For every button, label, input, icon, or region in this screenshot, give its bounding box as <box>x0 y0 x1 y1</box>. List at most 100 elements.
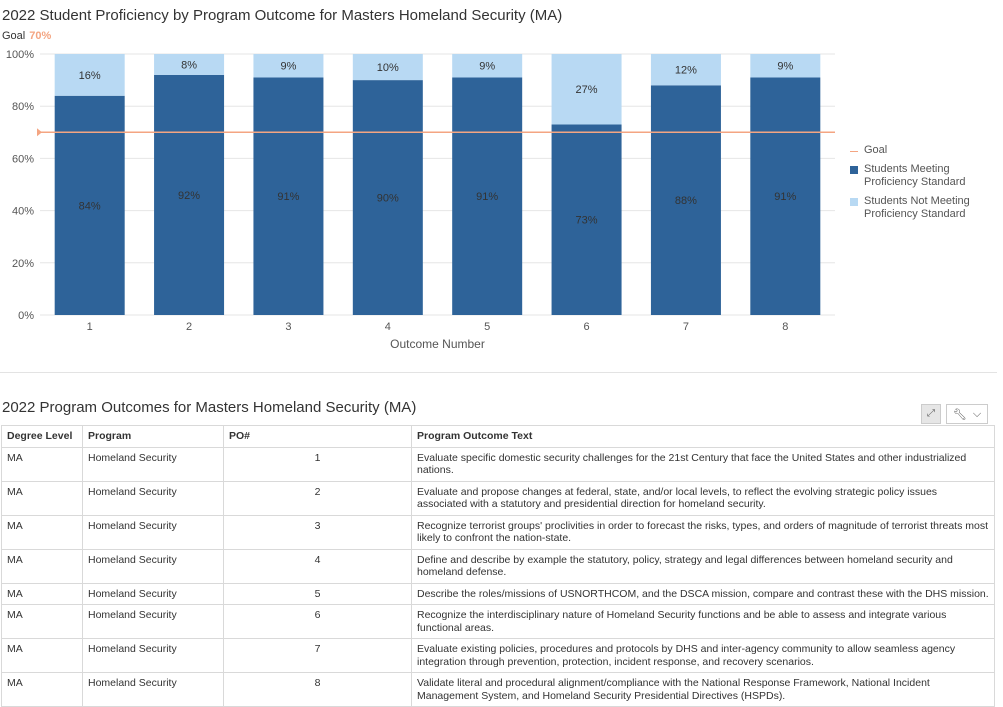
cell-po-number: 1 <box>223 446 412 482</box>
settings-menu-button[interactable]: 🔧︎ ⌵ <box>946 404 988 424</box>
data-label: 91% <box>774 191 796 203</box>
cell-degree-level: MA <box>1 514 83 550</box>
expand-icon[interactable]: ⤢ <box>921 404 941 424</box>
cell-program: Homeland Security <box>82 514 224 550</box>
table-row: MA Homeland Security 8 Validate literal and… <box>1 672 995 707</box>
chart-title: 2022 Student Proficiency by Program Outc… <box>2 7 563 24</box>
cell-degree-level: MA <box>1 582 83 605</box>
y-tick-label: 40% <box>12 206 34 218</box>
bar-not-meeting <box>352 54 423 81</box>
goal-label: Goal <box>2 30 26 42</box>
data-label: 8% <box>181 59 197 71</box>
meeting-swatch <box>850 166 858 174</box>
cell-degree-level: MA <box>1 604 83 639</box>
cell-degree-level: MA <box>1 446 83 482</box>
program-outcomes-table: Degree Level Program PO# Program Outcome… <box>1 425 995 707</box>
chevron-down-icon: ⌵ <box>972 407 982 420</box>
table-header-row: Degree Level Program PO# Program Outcome… <box>1 425 995 448</box>
not-meeting-swatch <box>850 198 858 206</box>
data-label: 9% <box>479 61 495 73</box>
cell-outcome-text: Describe the roles/missions of USNORTHCO… <box>411 582 995 605</box>
cell-degree-level: MA <box>1 480 83 516</box>
y-tick-label: 20% <box>12 258 34 270</box>
table-row: MA Homeland Security 1 Evaluate specific do… <box>1 446 995 482</box>
cell-program: Homeland Security <box>82 604 224 639</box>
bar-not-meeting <box>551 54 622 125</box>
cell-outcome-text: Evaluate and propose changes at federal,… <box>411 480 995 516</box>
data-label: 84% <box>79 200 101 212</box>
cell-outcome-text: Evaluate specific domestic security chal… <box>411 446 995 482</box>
cell-degree-level: MA <box>1 672 83 707</box>
wrench-icon: 🔧︎ <box>952 408 967 421</box>
data-label: 90% <box>377 193 399 205</box>
table-title: 2022 Program Outcomes for Masters Homela… <box>2 399 417 416</box>
goal-value: 70% <box>29 30 52 42</box>
column-header-outcome-text[interactable]: Program Outcome Text <box>411 425 995 448</box>
data-label: 9% <box>777 61 793 73</box>
x-tick-label: 4 <box>385 321 391 333</box>
x-tick-label: 2 <box>186 321 192 333</box>
x-tick-label: 1 <box>87 321 93 333</box>
bar-meeting <box>452 77 523 315</box>
bar-meeting <box>352 80 423 315</box>
cell-outcome-text: Validate literal and procedural alignmen… <box>411 672 995 707</box>
cell-po-number: 6 <box>223 604 412 639</box>
y-tick-label: 0% <box>18 310 34 322</box>
stacked-bar-chart: 0% 20% 40% 60% 80% 100% 84% 16% 1 92% 8% 2 91% 9% 3 90%… <box>6 49 835 351</box>
table-row: MA Homeland Security 3 Recognize terrorist … <box>1 514 995 550</box>
x-tick-label: 3 <box>285 321 291 333</box>
x-tick-label: 7 <box>683 321 689 333</box>
y-tick-label: 80% <box>12 101 34 113</box>
bar-not-meeting <box>650 54 721 86</box>
column-header-degree-level[interactable]: Degree Level <box>1 425 83 448</box>
x-tick-label: 6 <box>584 321 590 333</box>
data-label: 88% <box>675 195 697 207</box>
cell-program: Homeland Security <box>82 672 224 707</box>
cell-program: Homeland Security <box>82 582 224 605</box>
bar-meeting <box>154 74 225 315</box>
legend-item-not-meeting[interactable]: Students Not Meeting Proficiency Standar… <box>850 195 989 221</box>
data-label: 73% <box>576 215 598 227</box>
legend-item-goal[interactable]: Goal <box>850 144 989 157</box>
bar-meeting <box>750 77 821 315</box>
y-tick-label: 60% <box>12 153 34 165</box>
cell-outcome-text: Define and describe by example the statu… <box>411 548 995 584</box>
cell-program: Homeland Security <box>82 638 224 673</box>
x-axis-title: Outcome Number <box>390 337 485 351</box>
legend-label: Students Meeting Proficiency Standard <box>864 163 966 188</box>
data-label: 16% <box>79 70 101 82</box>
bar-not-meeting <box>253 54 324 78</box>
section-divider <box>0 372 997 373</box>
bar-not-meeting <box>154 54 225 75</box>
cell-program: Homeland Security <box>82 548 224 584</box>
data-label: 92% <box>178 190 200 202</box>
bar-not-meeting <box>54 54 125 96</box>
table-row: MA Homeland Security 2 Evaluate and propose… <box>1 480 995 516</box>
cell-program: Homeland Security <box>82 446 224 482</box>
cell-po-number: 7 <box>223 638 412 673</box>
goal-indicator: Goal 70% <box>2 30 51 42</box>
column-header-po[interactable]: PO# <box>223 425 412 448</box>
table-row: MA Homeland Security 6 Recognize the interd… <box>1 604 995 639</box>
data-label: 91% <box>277 191 299 203</box>
table-row: MA Homeland Security 4 Define and describe … <box>1 548 995 584</box>
cell-program: Homeland Security <box>82 480 224 516</box>
data-label: 27% <box>576 84 598 96</box>
cell-degree-level: MA <box>1 548 83 584</box>
cell-po-number: 8 <box>223 672 412 707</box>
bar-not-meeting <box>452 54 523 78</box>
cell-po-number: 5 <box>223 582 412 605</box>
bar-meeting <box>253 77 324 315</box>
cell-po-number: 2 <box>223 480 412 516</box>
cell-degree-level: MA <box>1 638 83 673</box>
legend-item-meeting[interactable]: Students Meeting Proficiency Standard <box>850 163 989 189</box>
data-label: 12% <box>675 65 697 77</box>
data-label: 9% <box>280 61 296 73</box>
cell-outcome-text: Recognize terrorist groups' proclivities… <box>411 514 995 550</box>
column-header-program[interactable]: Program <box>82 425 224 448</box>
table-row: MA Homeland Security 5 Describe the roles/m… <box>1 582 995 605</box>
table-row: MA Homeland Security 7 Evaluate existing po… <box>1 638 995 673</box>
data-label: 10% <box>377 62 399 74</box>
bar-meeting <box>551 124 622 315</box>
goal-line-swatch <box>850 151 858 152</box>
